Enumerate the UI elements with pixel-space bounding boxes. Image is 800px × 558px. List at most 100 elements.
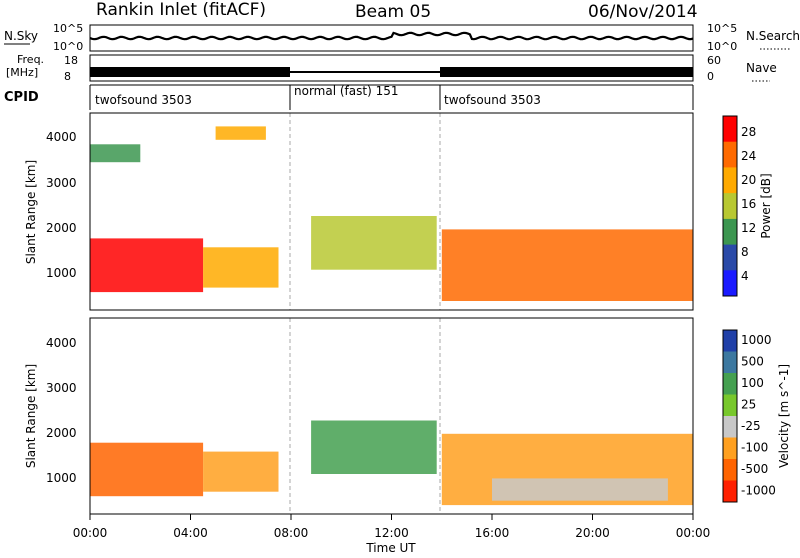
time-tick-label: 12:00: [374, 526, 409, 540]
power-echo-region: [203, 247, 279, 288]
power-colorbar-tick: 28: [741, 125, 756, 139]
freq-band-segment-2: [290, 71, 440, 73]
power-y-ticks: 4000 3000 2000 1000: [46, 130, 77, 280]
power-ytick-2000: 2000: [46, 221, 77, 235]
power-ytick-1000: 1000: [46, 266, 77, 280]
velocity-colorbar-tick: 500: [741, 355, 764, 369]
power-colorbar-label: Power [dB]: [759, 173, 773, 238]
power-ylabel: Slant Range [km]: [24, 160, 38, 264]
velocity-colorbar-swatch: [723, 394, 737, 417]
power-colorbar-ticks: 28 24 20 16 12 8 4: [741, 125, 756, 283]
freq-label-line2: [MHz]: [6, 66, 38, 79]
frequency-panel: Freq. [MHz] 18 8 60 0 Nave: [6, 53, 777, 83]
power-echo-region: [441, 229, 694, 301]
power-colorbar-swatch: [723, 244, 737, 271]
freq-label-line1: Freq.: [17, 53, 44, 66]
x-axis-label: Time UT: [365, 541, 416, 554]
noise-right-tick-top: 10^5: [707, 22, 737, 35]
power-colorbar: 28 24 20 16 12 8 4 Power [dB]: [722, 115, 773, 297]
velocity-echo-region: [492, 478, 668, 501]
velocity-y-ticks: 4000 3000 2000 1000: [46, 336, 77, 485]
power-ytick-4000: 4000: [46, 130, 77, 144]
power-echo-region: [90, 144, 141, 163]
velocity-ytick-1000: 1000: [46, 471, 77, 485]
time-tick-label: 16:00: [475, 526, 510, 540]
velocity-colorbar-tick: 1000: [741, 333, 772, 347]
power-colorbar-swatch: [723, 116, 737, 143]
time-tick-label: 00:00: [676, 526, 711, 540]
power-colorbar-swatch: [723, 270, 737, 297]
power-marks: [90, 126, 694, 301]
velocity-colorbar-tick: -25: [741, 419, 761, 433]
velocity-ytick-2000: 2000: [46, 426, 77, 440]
power-colorbar-tick: 20: [741, 173, 756, 187]
power-colorbar-swatch: [723, 141, 737, 168]
velocity-colorbar-tick: -500: [741, 462, 768, 476]
velocity-colorbar-swatch: [723, 437, 737, 460]
velocity-colorbar: 1000 500 100 25 -25 -100 -500 -1000 Velocity [m…: [722, 329, 791, 503]
time-tick-label: 20:00: [575, 526, 610, 540]
power-panel: 4000 3000 2000 1000 Slant Range [km]: [24, 112, 694, 311]
nave-tick-top: 60: [707, 54, 721, 67]
velocity-echo-region: [90, 442, 204, 497]
power-colorbar-tick: 4: [741, 269, 749, 283]
noise-left-tick-top: 10^5: [53, 22, 83, 35]
nave-label: Nave: [746, 61, 777, 75]
velocity-colorbar-swatch: [723, 459, 737, 481]
velocity-colorbar-swatch: [723, 330, 737, 352]
power-echo-region: [215, 126, 266, 140]
cpid-segment-1: twofsound 3503: [95, 93, 192, 107]
velocity-marks: [90, 420, 694, 506]
time-axis: 00:00 04:00 08:00 12:00 16:00 20:00 00:00 Time…: [73, 514, 711, 555]
power-echo-region: [311, 216, 437, 270]
noise-right-tick-bottom: 10^0: [707, 40, 737, 53]
velocity-colorbar-label: Velocity [m s^-1]: [777, 364, 791, 468]
power-colorbar-tick: 24: [741, 149, 756, 163]
velocity-colorbar-ticks: 1000 500 100 25 -25 -100 -500 -1000: [741, 333, 776, 498]
cpid-segment-2: normal (fast) 151: [294, 84, 398, 98]
time-tick-label: 00:00: [73, 526, 108, 540]
velocity-echo-region: [311, 420, 437, 474]
velocity-colorbar-frame: [722, 329, 738, 503]
time-ticks: 00:00 04:00 08:00 12:00 16:00 20:00 00:00: [73, 514, 711, 540]
noise-panel: N.Sky 10^5 10^0 10^5 10^0 N.Search: [4, 22, 800, 53]
time-tick-label: 08:00: [274, 526, 309, 540]
velocity-colorbar-tick: -1000: [741, 484, 776, 498]
velocity-colorbar-swatch: [723, 416, 737, 438]
noise-left-label: N.Sky: [4, 29, 38, 43]
velocity-panel: 4000 3000 2000 1000 Slant Range [km]: [24, 317, 694, 515]
power-colorbar-swatches: [723, 116, 737, 297]
power-colorbar-tick: 16: [741, 197, 756, 211]
cpid-panel: CPID twofsound 3503 normal (fast) 151 tw…: [4, 84, 694, 110]
power-colorbar-frame: [722, 115, 738, 297]
power-colorbar-swatch: [723, 167, 737, 194]
freq-band-segment-3: [440, 67, 693, 77]
velocity-ytick-4000: 4000: [46, 336, 77, 350]
velocity-colorbar-tick: 25: [741, 398, 756, 412]
cpid-segment-3: twofsound 3503: [444, 93, 541, 107]
power-colorbar-tick: 12: [741, 221, 756, 235]
freq-tick-top: 18: [64, 54, 78, 67]
velocity-colorbar-swatches: [723, 330, 737, 503]
power-colorbar-swatch: [723, 218, 737, 246]
time-tick-label: 04:00: [173, 526, 208, 540]
velocity-colorbar-swatch: [723, 351, 737, 374]
power-frame: [89, 112, 694, 311]
freq-tick-bottom: 8: [64, 70, 71, 83]
noise-left-tick-bottom: 10^0: [53, 40, 83, 53]
freq-band-segment-1: [90, 67, 290, 77]
power-colorbar-tick: 8: [741, 245, 749, 259]
velocity-colorbar-tick: 100: [741, 376, 764, 390]
cpid-label: CPID: [4, 90, 39, 105]
velocity-ytick-3000: 3000: [46, 381, 77, 395]
date-title: 06/Nov/2014: [588, 2, 698, 22]
station-title: Rankin Inlet (fitACF): [96, 0, 266, 20]
power-colorbar-swatch: [723, 193, 737, 220]
noise-trace: [89, 31, 694, 41]
beam-title: Beam 05: [355, 2, 431, 22]
velocity-ylabel: Slant Range [km]: [24, 364, 38, 468]
velocity-colorbar-swatch: [723, 373, 737, 395]
power-ytick-3000: 3000: [46, 176, 77, 190]
velocity-echo-region: [203, 451, 279, 492]
